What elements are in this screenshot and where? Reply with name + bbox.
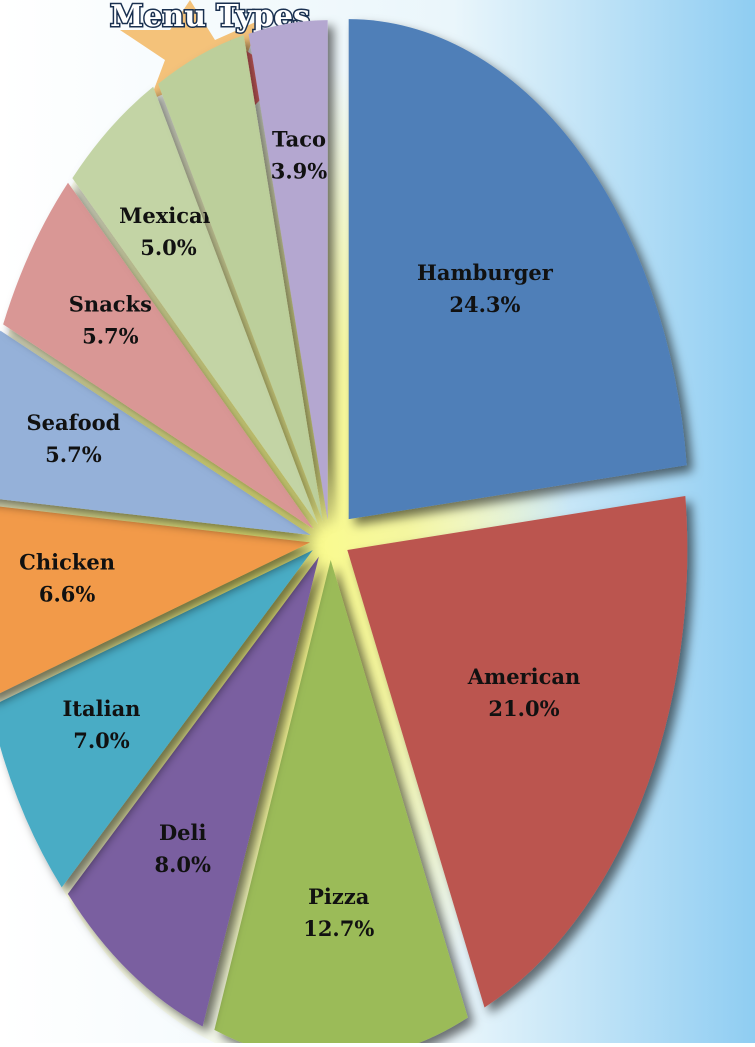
- slice-value: 21.0%: [488, 696, 559, 721]
- pie: Hamburger 24.3% American 21.0% Pizza 12.7% Del…: [0, 19, 688, 1047]
- pie-slice: [0, 506, 311, 694]
- pie-slice: [347, 495, 688, 1008]
- slice-label: Mexican: [119, 203, 218, 228]
- pie-slice: [0, 550, 313, 888]
- pie-slice: [67, 556, 319, 1027]
- slice-value: 8.0%: [154, 852, 211, 877]
- slice-value: 6.6%: [39, 582, 96, 607]
- slice-label: American: [467, 664, 581, 689]
- slice-label: Hamburger: [417, 260, 554, 285]
- slice-label: Seafood: [26, 410, 120, 435]
- slice-label: Italian: [62, 696, 140, 721]
- pie-slice: [348, 19, 687, 520]
- slice-value: 3.9%: [271, 159, 328, 184]
- slice-value: 7.0%: [73, 728, 130, 753]
- slice-value: 5.7%: [82, 324, 139, 349]
- pie-slice: [72, 86, 318, 525]
- slice-label: Snacks: [69, 292, 152, 317]
- slice-label: Taco: [272, 127, 326, 152]
- slice-label: Deli: [159, 820, 207, 845]
- pie-slice: [3, 182, 314, 529]
- pie-slice: [214, 559, 468, 1047]
- slice-label: Chicken: [19, 550, 115, 575]
- slice-value: 5.7%: [45, 442, 102, 467]
- pie-slice: [158, 35, 323, 522]
- slice-value: 5.0%: [140, 235, 197, 260]
- slice-label: Pizza: [308, 884, 370, 909]
- pie-slice: [0, 330, 311, 536]
- slice-value: 24.3%: [449, 292, 520, 317]
- pie-slice: [248, 20, 328, 521]
- slice-value: 12.7%: [303, 916, 374, 941]
